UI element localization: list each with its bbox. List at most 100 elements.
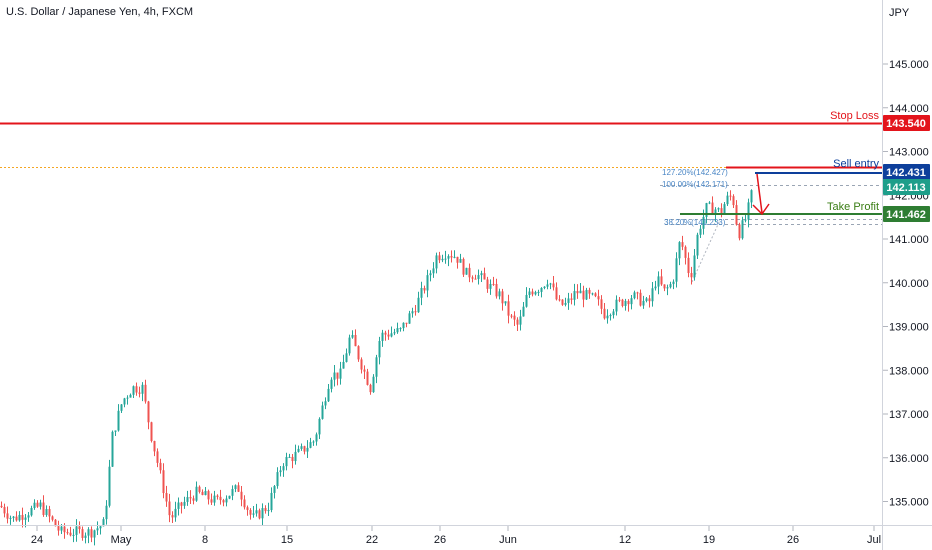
candle xyxy=(87,527,90,544)
y-tick-label: 139.000 xyxy=(889,322,929,334)
candle xyxy=(672,279,675,290)
candle xyxy=(123,397,126,408)
x-tick-label: May xyxy=(111,534,132,546)
candle xyxy=(666,284,669,296)
candle xyxy=(69,526,72,537)
trade-levels xyxy=(0,122,882,215)
candle xyxy=(738,222,741,241)
time-axis[interactable]: 24 May 8 15 22 26 Jun 12 19 26 Jul xyxy=(31,526,881,546)
svg-text:142.113: 142.113 xyxy=(886,182,925,194)
candle xyxy=(633,290,636,300)
candle xyxy=(9,515,12,525)
fib-trend-line xyxy=(691,219,721,283)
candle xyxy=(558,295,561,302)
candle xyxy=(684,245,687,265)
candle xyxy=(669,281,672,289)
candle xyxy=(642,295,645,309)
candle xyxy=(45,505,48,517)
stop-loss-badge: 143.540 xyxy=(883,115,930,131)
candle xyxy=(333,364,336,387)
candle xyxy=(375,354,378,384)
candle xyxy=(99,525,102,535)
candle xyxy=(384,330,387,341)
candle xyxy=(693,249,696,281)
candle xyxy=(699,224,702,238)
candle xyxy=(405,322,408,328)
candle xyxy=(282,463,285,477)
candle xyxy=(492,276,495,286)
candle xyxy=(483,267,486,280)
candle xyxy=(246,505,249,516)
candle xyxy=(213,490,216,506)
candle xyxy=(675,252,678,288)
candle xyxy=(648,295,651,308)
candle xyxy=(33,499,36,510)
candle xyxy=(681,235,684,251)
y-tick-label: 137.000 xyxy=(889,409,929,421)
candle xyxy=(408,310,411,324)
candle xyxy=(327,384,330,403)
candle xyxy=(486,276,489,293)
candle xyxy=(150,421,153,443)
candle xyxy=(267,502,270,516)
candle xyxy=(339,361,342,385)
candle xyxy=(564,297,567,307)
candle xyxy=(291,453,294,469)
candle xyxy=(306,440,309,459)
candle xyxy=(750,189,753,208)
candle xyxy=(711,196,714,215)
candle xyxy=(207,489,210,505)
candle xyxy=(153,440,156,457)
candle xyxy=(294,444,297,465)
candle xyxy=(696,232,699,259)
candle xyxy=(726,191,729,207)
candles xyxy=(0,189,753,546)
candle xyxy=(297,445,300,453)
candle xyxy=(165,485,168,507)
candle xyxy=(444,250,447,264)
candle xyxy=(720,203,723,218)
y-tick-label: 140.000 xyxy=(889,278,929,290)
candle xyxy=(690,266,693,285)
candle xyxy=(51,515,54,522)
candle xyxy=(309,437,312,449)
candle xyxy=(30,505,33,517)
candle xyxy=(66,528,69,535)
candle xyxy=(519,309,522,331)
candle xyxy=(78,521,81,534)
y-tick-label: 144.000 xyxy=(889,103,929,115)
candle xyxy=(117,404,120,432)
candle xyxy=(174,501,177,522)
candle xyxy=(411,307,414,318)
candle xyxy=(498,288,501,300)
candle xyxy=(219,489,222,505)
fib-levels xyxy=(0,167,882,283)
candle xyxy=(594,292,597,298)
candle xyxy=(252,505,255,518)
candle xyxy=(459,253,462,263)
candle xyxy=(582,285,585,308)
candle xyxy=(468,263,471,283)
candle xyxy=(621,298,624,308)
candle xyxy=(576,284,579,299)
candle xyxy=(102,517,105,527)
candle xyxy=(132,385,135,399)
candle xyxy=(606,309,609,324)
candle xyxy=(570,293,573,305)
candle xyxy=(597,289,600,306)
x-tick-label: 22 xyxy=(366,534,378,546)
sell-entry-badge: 142.431 xyxy=(883,164,930,180)
candle xyxy=(84,532,87,544)
candle xyxy=(600,295,603,315)
candle xyxy=(471,275,474,283)
candle xyxy=(528,288,531,298)
candle xyxy=(420,281,423,306)
candle xyxy=(414,305,417,316)
take-profit-label: Take Profit xyxy=(827,201,879,213)
candle xyxy=(708,201,711,205)
price-axis[interactable]: 135.000 136.000 137.000 138.000 139.000 140.0… xyxy=(883,59,929,509)
annotations: Stop Loss Sell entry Take Profit 127.20%(14… xyxy=(662,110,879,227)
candle xyxy=(93,529,96,546)
candle xyxy=(636,291,639,300)
